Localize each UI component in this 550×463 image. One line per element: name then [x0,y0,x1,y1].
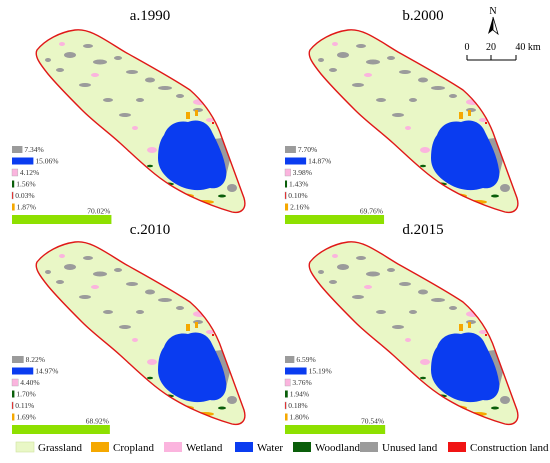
stat-label-wetland: 4.40% [20,378,39,387]
scale-tick-20: 20 [486,42,496,53]
legend-label-water: Water [257,442,283,454]
stat-bar-wetland [284,378,291,387]
stats-a: 7.34% 15.06% 4.12% 1.56% 0.03% 1.87% 70.02% [11,145,112,224]
legend: Grassland Cropland Wetland Water Woodland Unu… [15,441,549,454]
stat-label-grassland: 70.54% [361,417,384,426]
stat-bar-cropland [285,203,289,211]
stat-label-wetland: 3.98% [293,168,312,177]
basin-map-b [309,30,518,213]
stat-bar-water [285,367,307,375]
stat-label-grassland: 69.76% [360,207,383,216]
stat-bar-water [285,157,307,165]
stat-bar-wetland [284,168,291,177]
north-arrow-label: N [489,6,496,17]
scale-bar: 0 20 40 km [465,42,541,61]
stat-label-woodland: 1.43% [289,180,308,189]
stat-label-construction_land: 0.11% [15,401,34,410]
stat-bar-construction_land [284,191,287,200]
stat-label-grassland: 68.92% [86,417,109,426]
stat-bar-grassland [285,215,385,224]
legend-label-construction_land: Construction land [470,442,549,454]
stat-bar-cropland [285,413,288,421]
scale-tick-0: 0 [465,42,470,53]
stat-bar-water [12,157,34,165]
stat-bar-grassland [12,215,112,224]
legend-swatch-water [235,442,253,452]
panel-b: b.2000 7.70% 14.87% 3.98% 1.43% 0.10% 2.16% 69… [284,8,518,224]
stat-label-water: 15.19% [309,367,332,376]
stat-label-cropland: 1.69% [16,413,35,422]
stat-bar-water [12,367,34,375]
panel-c: c.2010 8.22% 14.97% 4.40% 1.70% 0.11% 1.69% 68… [11,222,245,434]
stats-b: 7.70% 14.87% 3.98% 1.43% 0.10% 2.16% 69.76% [284,145,385,224]
stat-label-water: 14.97% [35,367,58,376]
stat-bar-woodland [285,390,288,398]
north-arrow-icon: N [488,6,499,36]
stat-bar-unused_land [12,356,24,363]
stat-bar-wetland [11,168,19,177]
stat-bar-grassland [12,425,110,434]
stat-label-wetland: 4.12% [20,168,39,177]
legend-label-wetland: Wetland [186,442,223,454]
stat-label-cropland: 2.16% [290,203,309,212]
stat-bar-wetland [11,378,19,387]
stat-bar-construction_land [11,191,14,200]
stat-bar-woodland [12,390,15,398]
stat-bar-cropland [12,203,15,211]
legend-swatch-construction_land [448,442,466,452]
stat-label-woodland: 1.94% [290,390,309,399]
stat-label-construction_land: 0.18% [288,401,307,410]
basin-map-d [309,242,518,425]
stat-label-cropland: 1.87% [17,203,36,212]
panel-title-d: d.2015 [402,222,443,238]
stat-label-water: 15.06% [35,157,58,166]
legend-label-unused_land: Unused land [382,442,438,454]
stats-c: 8.22% 14.97% 4.40% 1.70% 0.11% 1.69% 68.92% [11,355,110,434]
legend-label-cropland: Cropland [113,442,154,454]
stat-label-unused_land: 6.59% [296,355,315,364]
stats-d: 6.59% 15.19% 3.76% 1.94% 0.18% 1.80% 70.54% [284,355,386,434]
panel-title-b: b.2000 [402,8,443,24]
panel-title-c: c.2010 [130,222,170,238]
stat-bar-construction_land [284,401,287,410]
legend-swatch-cropland [91,442,109,452]
stat-label-unused_land: 7.34% [24,145,43,154]
legend-swatch-woodland [293,442,311,452]
stat-label-unused_land: 8.22% [26,355,45,364]
stat-bar-grassland [285,425,386,434]
stat-label-wetland: 3.76% [292,378,311,387]
stat-bar-cropland [12,413,15,421]
stat-label-woodland: 1.70% [16,390,35,399]
stat-bar-unused_land [285,356,295,363]
stat-label-construction_land: 0.03% [15,191,34,200]
stat-bar-unused_land [12,146,23,153]
panel-title-a: a.1990 [130,8,170,24]
legend-swatch-unused_land [360,442,378,452]
legend-swatch-grassland [15,441,35,453]
stat-label-construction_land: 0.10% [288,191,307,200]
panel-d: d.2015 6.59% 15.19% 3.76% 1.94% 0.18% 1.80% 70… [284,222,518,434]
stat-bar-unused_land [285,146,296,153]
stat-label-woodland: 1.56% [16,180,35,189]
stat-label-water: 14.87% [308,157,331,166]
scale-tick-40: 40 km [515,42,541,53]
panel-a: a.1990 7.34% 15.06% 4.12% 1.56% 0.03% 1.87% 70… [11,8,245,224]
stat-bar-construction_land [11,401,14,410]
stat-label-cropland: 1.80% [290,413,309,422]
basin-map-a [36,30,245,213]
legend-label-grassland: Grassland [38,442,82,454]
stat-label-unused_land: 7.70% [298,145,317,154]
stat-bar-woodland [12,180,15,188]
stat-bar-woodland [285,180,288,188]
legend-swatch-wetland [164,442,182,452]
stat-label-grassland: 70.02% [87,207,110,216]
legend-label-woodland: Woodland [315,442,360,454]
basin-map-c [36,242,245,425]
